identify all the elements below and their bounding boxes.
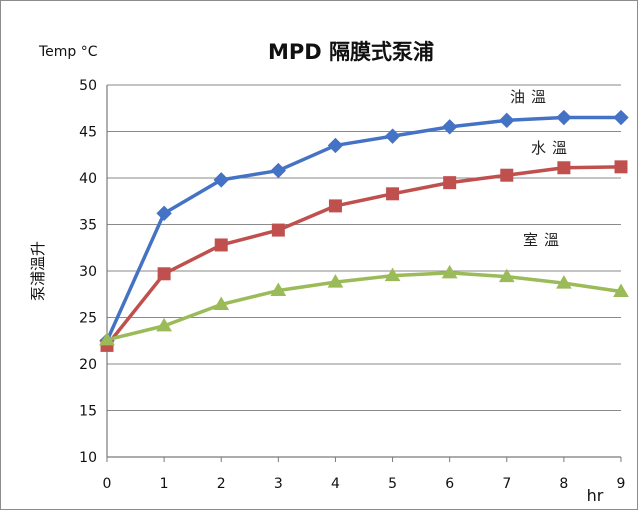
x-axis-title: hr [587, 486, 604, 505]
data-point [327, 274, 344, 288]
y-tick-label: 30 [79, 264, 97, 280]
data-point [213, 172, 229, 188]
series-group [99, 109, 629, 352]
data-point [270, 162, 287, 179]
data-point [99, 331, 115, 346]
y-tick-label: 10 [79, 450, 97, 466]
y-tick-labels: 10 15 20 25 30 35 40 45 50 [79, 78, 97, 466]
series-line [106, 271, 622, 342]
data-point [214, 238, 228, 252]
y-unit-label: Temp °C [38, 44, 98, 60]
series-2 [100, 160, 628, 352]
series-label: 水溫 [531, 139, 573, 157]
data-point [157, 267, 171, 281]
y-tick-label: 40 [79, 171, 97, 187]
x-tick-label: 0 [103, 476, 112, 492]
gridlines [107, 84, 621, 458]
data-point [499, 112, 515, 129]
data-point [384, 267, 401, 282]
data-point [156, 205, 172, 222]
series-line [105, 165, 622, 347]
y-tick-label: 50 [79, 78, 97, 94]
x-tick-label: 2 [217, 476, 226, 492]
x-tick-label: 5 [388, 476, 397, 492]
y-axis-title: 泵浦溫升 [29, 241, 47, 301]
data-point [613, 109, 629, 126]
x-tick-label: 1 [160, 476, 169, 492]
series-line [105, 115, 621, 342]
y-tick-label: 25 [79, 311, 97, 327]
series-3 [99, 264, 629, 346]
data-point [556, 109, 572, 126]
y-tick-label: 45 [79, 125, 97, 141]
x-tick-label: 3 [274, 476, 283, 492]
data-point [441, 119, 458, 135]
data-point [500, 168, 514, 182]
x-tick-label: 9 [617, 476, 626, 492]
data-point [213, 296, 230, 310]
x-tick-label: 6 [445, 476, 454, 492]
x-tick-label: 8 [559, 476, 568, 492]
data-point [443, 176, 457, 190]
data-point [557, 161, 571, 175]
series-label: 油溫 [510, 88, 552, 106]
y-tick-label: 35 [79, 218, 97, 234]
data-point [556, 275, 572, 289]
axes [106, 85, 622, 462]
x-tick-label: 4 [331, 476, 340, 492]
chart-title: MPD 隔膜式泵浦 [268, 40, 434, 64]
data-point [441, 264, 458, 279]
data-point [498, 268, 515, 283]
series-label: 室溫 [523, 231, 565, 249]
data-point [613, 283, 629, 297]
y-tick-label: 15 [79, 404, 97, 420]
data-point [614, 160, 628, 174]
data-point [384, 128, 401, 144]
data-point [328, 199, 342, 213]
x-tick-labels: 0 1 2 3 4 5 6 7 8 9 [103, 476, 626, 492]
x-tick-label: 7 [502, 476, 511, 492]
data-point [271, 223, 285, 237]
data-point [156, 317, 172, 332]
data-point [270, 282, 287, 297]
data-point [327, 137, 344, 154]
y-tick-label: 20 [79, 357, 97, 373]
data-point [386, 187, 400, 201]
